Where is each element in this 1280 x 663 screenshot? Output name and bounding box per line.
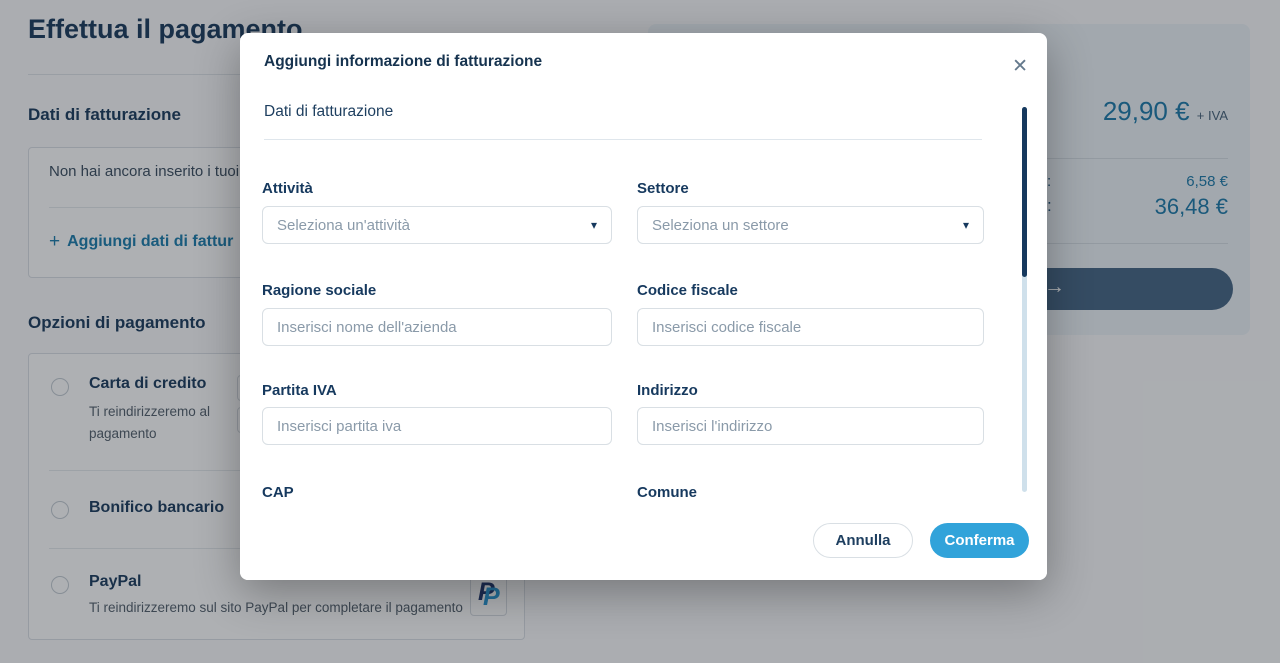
- sector-select[interactable]: Seleziona un settore ▾: [637, 206, 984, 244]
- paypal-option-label[interactable]: PayPal: [89, 573, 142, 590]
- arrow-right-icon: →: [1044, 275, 1065, 298]
- modal-footer: Annulla Conferma: [240, 506, 1047, 580]
- billing-section-heading: Dati di fatturazione: [28, 105, 182, 124]
- plan-price-value: 29,90 €: [1102, 96, 1197, 126]
- payment-section-heading: Opzioni di pagamento: [28, 313, 206, 332]
- vat-label-colon: :: [1047, 173, 1052, 190]
- bank-transfer-option-label[interactable]: Bonifico bancario: [89, 499, 225, 516]
- radio-bank-transfer[interactable]: [51, 501, 69, 519]
- activity-select[interactable]: Seleziona un'attività ▾: [262, 206, 612, 244]
- sector-select-placeholder: Seleziona un settore: [652, 216, 789, 234]
- sector-label: Settore: [637, 180, 689, 197]
- modal-title: Aggiungi informazione di fatturazione: [264, 53, 543, 70]
- company-name-input[interactable]: [262, 308, 612, 346]
- radio-credit-card[interactable]: [51, 378, 69, 396]
- fiscal-code-input[interactable]: [637, 308, 984, 346]
- radio-paypal[interactable]: [51, 576, 69, 594]
- vat-amount: 6,58 €: [1186, 173, 1228, 190]
- paypal-icon: P P: [470, 573, 507, 616]
- modal-scrollbar-thumb[interactable]: [1022, 107, 1027, 277]
- activity-label: Attività: [262, 180, 313, 197]
- add-billing-data-label: Aggiungi dati di fattur: [67, 233, 234, 250]
- comune-label: Comune: [637, 484, 697, 501]
- modal-scrollbar-track[interactable]: [1022, 107, 1027, 492]
- company-name-label: Ragione sociale: [262, 282, 377, 299]
- confirm-button[interactable]: Conferma: [930, 523, 1029, 558]
- cap-label: CAP: [262, 484, 294, 501]
- vat-number-label: Partita IVA: [262, 382, 337, 399]
- chevron-down-icon: ▾: [962, 218, 969, 232]
- address-label: Indirizzo: [637, 382, 698, 399]
- credit-card-option-description: Ti reindirizzeremo al pagamento: [89, 404, 211, 441]
- address-input[interactable]: [637, 407, 984, 445]
- close-icon[interactable]: ✕: [1012, 56, 1028, 77]
- paypal-option-description: Ti reindirizzeremo sul sito PayPal per c…: [89, 600, 463, 615]
- add-billing-data-button[interactable]: + Aggiungi dati di fattur: [49, 231, 233, 253]
- credit-card-option-label[interactable]: Carta di credito: [89, 375, 207, 392]
- vat-number-input[interactable]: [262, 407, 612, 445]
- plus-icon: +: [49, 231, 61, 252]
- total-label-colon: :: [1047, 196, 1052, 215]
- divider: [264, 139, 982, 140]
- fiscal-code-label: Codice fiscale: [637, 282, 738, 299]
- cancel-button[interactable]: Annulla: [813, 523, 913, 558]
- plan-price-suffix: + IVA: [1196, 108, 1228, 123]
- activity-select-placeholder: Seleziona un'attività: [277, 216, 410, 234]
- plan-price: 29,90 € + IVA: [1103, 96, 1228, 127]
- modal-section-heading: Dati di fatturazione: [264, 103, 394, 120]
- billing-notice: Non hai ancora inserito i tuoi: [49, 163, 240, 180]
- add-billing-info-modal: Aggiungi informazione di fatturazione ✕ …: [240, 33, 1047, 580]
- total-amount: 36,48 €: [1154, 194, 1228, 219]
- chevron-down-icon: ▾: [590, 218, 597, 232]
